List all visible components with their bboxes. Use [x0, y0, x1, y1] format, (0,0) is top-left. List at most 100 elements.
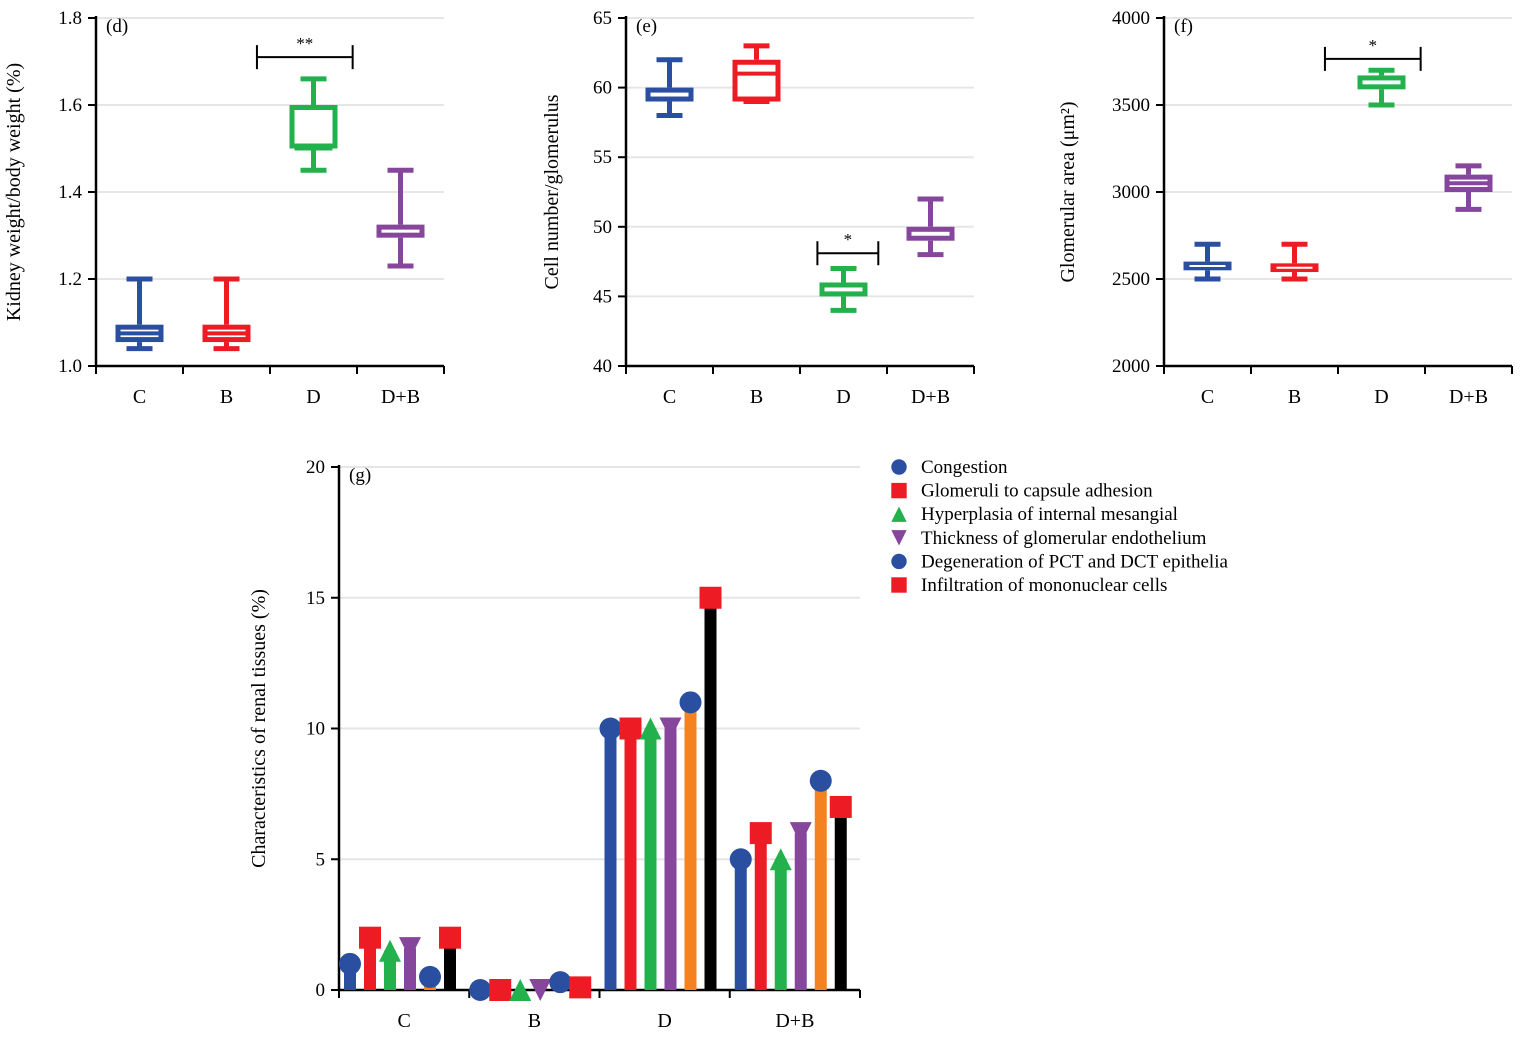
- y-tick-label: 10: [306, 719, 325, 740]
- bar-3: [639, 717, 662, 990]
- x-tick-label: D+B: [911, 386, 950, 408]
- triangle-up-marker: [509, 979, 532, 1001]
- y-tick-label: 1.4: [58, 182, 82, 203]
- box-b: [1270, 241, 1319, 282]
- y-tick-label: 2000: [1112, 356, 1150, 377]
- box-b: [732, 43, 781, 105]
- x-tick-label: C: [133, 386, 146, 408]
- legend-label: Degeneration of PCT and DCT epithelia: [921, 551, 1228, 572]
- y-axis-label: Kidney weight/body weight (%): [3, 63, 25, 321]
- legend-label: Congestion: [921, 457, 1008, 478]
- bar-2: [489, 979, 512, 1001]
- square-marker: [749, 822, 772, 845]
- square-marker: [439, 926, 461, 949]
- bar-1: [729, 848, 752, 990]
- circle-marker: [339, 952, 361, 975]
- y-tick-label: 1.2: [58, 269, 82, 290]
- triangle-up-marker: [769, 848, 792, 871]
- bar: [664, 728, 677, 990]
- x-tick-label: B: [528, 1010, 541, 1032]
- bar-2: [619, 717, 642, 990]
- legend-label: Infiltration of mononuclear cells: [921, 575, 1167, 596]
- box-dplusb: [376, 167, 425, 269]
- bar-4: [659, 717, 682, 990]
- bar: [794, 833, 807, 990]
- box-interior: [294, 110, 333, 144]
- circle-marker: [599, 717, 622, 740]
- x-tick-label: D+B: [775, 1010, 814, 1032]
- legend: Congestion Glomeruli to capsule adhesionH…: [891, 457, 1228, 596]
- x-tick-label: D: [657, 1010, 671, 1032]
- bar-4: [529, 979, 552, 1001]
- bar-1: [599, 717, 622, 990]
- panel-label: (f): [1174, 16, 1193, 37]
- y-tick-label: 3000: [1112, 182, 1150, 203]
- bar-5: [419, 965, 441, 990]
- y-tick-label: 60: [593, 78, 612, 99]
- bar-3: [769, 848, 792, 990]
- y-axis-label: Cell number/glomerulus: [541, 94, 563, 289]
- bar-chart: 0 5 10 15 20 C B D D+B (g) Characteristics of rena…: [248, 457, 1228, 1032]
- bar: [704, 597, 717, 990]
- legend-item: Congestion: [891, 457, 1008, 478]
- triangle-up-marker: [891, 506, 907, 522]
- y-tick-label: 0: [316, 980, 326, 1001]
- y-tick-label: 65: [593, 8, 612, 29]
- legend-item: Infiltration of mononuclear cells: [891, 575, 1167, 596]
- y-tick-label: 1.0: [58, 356, 82, 377]
- bar: [774, 859, 787, 990]
- y-tick-label: 15: [306, 588, 325, 609]
- box-c: [1183, 241, 1232, 282]
- x-tick-label: C: [663, 386, 676, 408]
- triangle-down-marker: [399, 937, 421, 960]
- legend-item: Degeneration of PCT and DCT epithelia: [891, 551, 1228, 572]
- bar-1: [469, 979, 492, 1001]
- bar: [814, 780, 827, 990]
- panel-label: (g): [349, 465, 371, 486]
- x-tick-label: D+B: [381, 386, 420, 408]
- x-tick-label: B: [750, 386, 763, 408]
- bar-6: [829, 795, 852, 990]
- y-tick-label: 50: [593, 217, 612, 238]
- bar: [834, 806, 847, 990]
- significance-label: *: [1369, 36, 1378, 55]
- triangle-up-marker: [639, 717, 662, 740]
- triangle-down-marker: [529, 979, 552, 1001]
- circle-marker: [549, 971, 572, 994]
- circle-marker: [679, 691, 702, 714]
- legend-label: Hyperplasia of internal mesangial: [921, 504, 1178, 525]
- triangle-down-marker: [891, 530, 907, 546]
- x-tick-label: D: [1374, 386, 1388, 408]
- x-tick-label: C: [397, 1010, 410, 1032]
- legend-label: Glomeruli to capsule adhesion: [921, 481, 1153, 502]
- square-marker: [569, 976, 592, 999]
- x-tick-label: D+B: [1449, 386, 1488, 408]
- box-chart-1: 40 45 50 55 60 65 C B D D+B (e) Cell number/glomeru…: [541, 8, 975, 408]
- circle-marker: [891, 459, 907, 475]
- circle-marker: [891, 553, 907, 570]
- box-chart-2: 2000 2500 3000 3500 4000 C B D D+B (f) Glomerular …: [1057, 8, 1513, 408]
- triangle-down-marker: [789, 822, 812, 845]
- y-tick-label: 1.6: [58, 95, 82, 116]
- square-marker: [619, 717, 642, 740]
- bar-4: [399, 937, 421, 990]
- box-d: [1357, 67, 1406, 108]
- box-chart-0: 1.0 1.2 1.4 1.6 1.8 C B D D+B (d) Kidney weight/bo…: [3, 8, 445, 408]
- bar-6: [699, 586, 722, 990]
- bar: [404, 948, 416, 990]
- y-axis-label: Characteristics of renal tissues (%): [248, 589, 270, 868]
- y-axis-label: Glomerular area (μm²): [1057, 101, 1079, 282]
- y-tick-label: 55: [593, 147, 612, 168]
- circle-marker: [809, 769, 832, 792]
- bar-2: [359, 926, 381, 990]
- bar-3: [509, 979, 532, 1001]
- box-c: [115, 276, 164, 352]
- significance-label: **: [296, 34, 313, 53]
- y-tick-label: 45: [593, 286, 612, 307]
- bar: [644, 728, 657, 990]
- y-tick-label: 20: [306, 457, 325, 478]
- square-marker: [829, 795, 852, 818]
- bar: [624, 728, 637, 990]
- bar-6: [439, 926, 461, 990]
